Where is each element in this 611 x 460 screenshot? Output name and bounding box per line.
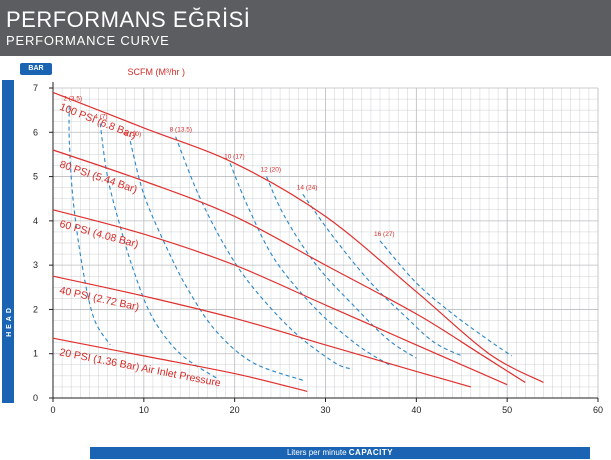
air-consumption-curve bbox=[99, 123, 217, 379]
y-tick-label: 1 bbox=[33, 349, 38, 359]
y-tick-label: 0 bbox=[33, 393, 38, 403]
y-tick-label: 6 bbox=[33, 127, 38, 137]
chart-subtitle: PERFORMANCE CURVE bbox=[6, 33, 170, 48]
pressure-curve-label: 20 PSI (1.36 Bar) Air Inlet Pressure bbox=[58, 346, 221, 389]
y-tick-label: 7 bbox=[33, 83, 38, 93]
air-curve-label: 2 (3.5) bbox=[63, 96, 82, 103]
y-tick-label: 3 bbox=[33, 260, 38, 270]
x-tick-label: 30 bbox=[320, 405, 330, 415]
pressure-curve bbox=[52, 275, 471, 388]
x-tick-label: 50 bbox=[502, 405, 512, 415]
air-curve-label: 6 (10) bbox=[124, 131, 141, 138]
y-tick-label: 4 bbox=[33, 216, 38, 226]
air-curve-label: 14 (24) bbox=[297, 184, 318, 191]
air-consumption-curve bbox=[302, 193, 463, 357]
pressure-curve-label: 60 PSI (4.08 Bar) bbox=[58, 218, 139, 251]
y-axis-band: HEAD bbox=[2, 80, 14, 403]
x-tick-label: 10 bbox=[139, 405, 149, 415]
air-curve-label: 10 (17) bbox=[224, 153, 245, 160]
x-tick-label: 40 bbox=[411, 405, 421, 415]
air-consumption-curve bbox=[129, 140, 303, 381]
chart-title: PERFORMANS EĞRİSİ bbox=[6, 7, 251, 32]
x-axis-band: Liters per minute CAPACITY bbox=[90, 447, 590, 459]
x-tick-label: 60 bbox=[593, 405, 603, 415]
y-tick-label: 2 bbox=[33, 304, 38, 314]
y-unit-badge: BAR bbox=[20, 63, 52, 75]
air-consumption-curve bbox=[175, 136, 353, 370]
air-curve-label: 4 (7) bbox=[94, 113, 107, 120]
x-axis-label-emphasis: CAPACITY bbox=[348, 448, 394, 457]
air-consumption-curve bbox=[379, 240, 513, 357]
air-consumption-curve bbox=[229, 163, 390, 366]
x-axis-label-prefix: Liters per minute bbox=[286, 448, 347, 457]
title-banner: PERFORMANS EĞRİSİ PERFORMANCE CURVE bbox=[0, 0, 611, 56]
air-consumption-curve bbox=[265, 176, 417, 359]
air-consumption-curve bbox=[68, 105, 111, 346]
air-curve-label: 8 (13.5) bbox=[170, 127, 192, 134]
pressure-curve bbox=[52, 149, 526, 384]
air-consumption-header: SCFM (M³/hr ) bbox=[127, 67, 185, 77]
pressure-curve bbox=[52, 337, 308, 392]
pressure-curve bbox=[52, 91, 544, 384]
x-tick-label: 20 bbox=[230, 405, 240, 415]
x-tick-label: 0 bbox=[50, 405, 55, 415]
air-curve-label: 16 (27) bbox=[374, 231, 395, 238]
pressure-curve bbox=[52, 209, 508, 386]
air-curve-label: 12 (20) bbox=[260, 167, 281, 174]
y-tick-label: 5 bbox=[33, 172, 38, 182]
